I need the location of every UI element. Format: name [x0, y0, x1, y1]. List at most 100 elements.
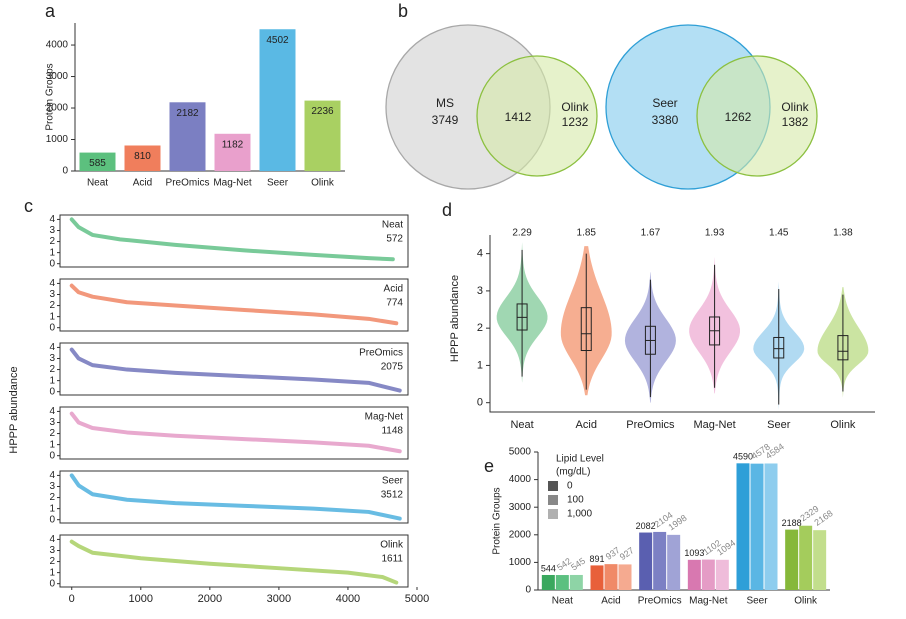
x-tick-label: 2000 [198, 593, 222, 605]
legend-label: 0 [567, 481, 573, 492]
median-label: 1.38 [833, 228, 853, 239]
bar [124, 145, 161, 171]
y-tick-label: 0 [49, 258, 55, 269]
subplot-frame [59, 278, 409, 332]
rank-curve [69, 539, 399, 585]
y-tick-label: 0 [62, 166, 68, 177]
y-tick-label: 3 [49, 417, 55, 428]
x-tick-label: Acid [601, 596, 620, 607]
series-count: 3512 [381, 490, 404, 501]
bar [701, 559, 715, 590]
bar [214, 133, 251, 171]
x-tick-label: 5000 [405, 593, 429, 605]
y-tick-label: 3 [49, 289, 55, 300]
x-tick-label: Mag-Net [693, 419, 735, 431]
y-tick-label: 0 [49, 450, 55, 461]
bar [750, 463, 764, 590]
x-tick-label: Olink [794, 596, 818, 607]
x-tick-label: Mag-Net [689, 596, 728, 607]
y-tick-label: 0 [49, 578, 55, 589]
venn-label: Seer [652, 96, 677, 110]
subplot-frame [59, 470, 409, 524]
venn-value: 1382 [782, 115, 809, 129]
x-tick-label: Seer [746, 596, 768, 607]
subplot-frame [59, 342, 409, 396]
series-count: 1148 [381, 426, 403, 437]
venn-label: Olink [561, 100, 589, 114]
bar [813, 530, 827, 590]
venn-value: 1232 [562, 115, 589, 129]
axis [537, 452, 830, 591]
y-axis-label: HPPP abundance [8, 366, 20, 453]
bar [304, 100, 341, 171]
median-label: 1.85 [577, 228, 597, 239]
median-label: 1.67 [641, 228, 661, 239]
venn-circle [476, 55, 598, 177]
x-tick-label: Neat [510, 419, 533, 431]
x-tick-label: Acid [133, 178, 152, 189]
y-tick-label: 2 [49, 364, 55, 375]
x-tick-label: Acid [576, 419, 597, 431]
value-label: 2236 [311, 106, 334, 117]
x-tick-label: Seer [267, 178, 289, 189]
y-tick-label: 1 [49, 247, 55, 258]
y-tick-label: 3 [49, 353, 55, 364]
series-label: Olink [380, 540, 404, 551]
value-label: 545 [569, 556, 587, 573]
y-tick-label: 1000 [509, 557, 532, 568]
y-tick-label: 1 [49, 439, 55, 450]
legend-label: 1,000 [567, 509, 592, 520]
median-label: 1.93 [705, 228, 725, 239]
value-label: 2082 [636, 521, 656, 531]
y-axis-label: HPPP abundance [449, 275, 461, 362]
y-tick-label: 2 [49, 300, 55, 311]
y-tick-label: 2 [49, 428, 55, 439]
y-tick-label: 1 [49, 311, 55, 322]
rank-curve [69, 217, 395, 262]
bar [618, 564, 632, 590]
bar [715, 559, 729, 590]
x-tick-label: Olink [830, 419, 856, 431]
panel-label: b [398, 1, 408, 21]
bar [785, 529, 799, 590]
y-tick-label: 3000 [46, 71, 69, 82]
axis [74, 23, 345, 172]
bar [604, 564, 618, 590]
x-tick-label: PreOmics [166, 178, 210, 189]
bar [639, 532, 653, 590]
value-label: 1182 [222, 139, 244, 150]
y-tick-label: 5000 [509, 447, 532, 458]
median-label: 1.45 [769, 228, 789, 239]
series-count: 774 [386, 298, 403, 309]
y-tick-label: 1 [49, 503, 55, 514]
legend-swatch [548, 509, 558, 519]
y-tick-label: 3 [49, 481, 55, 492]
x-tick-label: 1000 [129, 593, 153, 605]
median-label: 2.29 [512, 228, 532, 239]
y-tick-label: 0 [49, 322, 55, 333]
rank-curve [69, 411, 402, 454]
series-label: Mag-Net [365, 412, 404, 423]
box [773, 336, 785, 359]
value-label: 1093 [684, 548, 704, 558]
y-tick-label: 3 [49, 225, 55, 236]
value-label: 810 [134, 151, 151, 162]
panel-label: c [24, 196, 33, 216]
bar [569, 574, 583, 590]
legend-swatch [548, 481, 558, 491]
y-tick-label: 2 [49, 492, 55, 503]
box [580, 307, 592, 352]
venn-value: 3380 [652, 113, 679, 127]
y-tick-label: 0 [49, 386, 55, 397]
value-label: 2188 [782, 518, 802, 528]
bar [590, 565, 604, 590]
bar [79, 152, 116, 171]
bar [259, 29, 296, 171]
bar [687, 559, 701, 590]
y-axis-label: Protein Groups [45, 63, 56, 130]
subplot-frame [59, 406, 409, 460]
bar [799, 525, 813, 590]
y-tick-label: 2000 [46, 103, 69, 114]
panel-label: d [442, 200, 452, 220]
